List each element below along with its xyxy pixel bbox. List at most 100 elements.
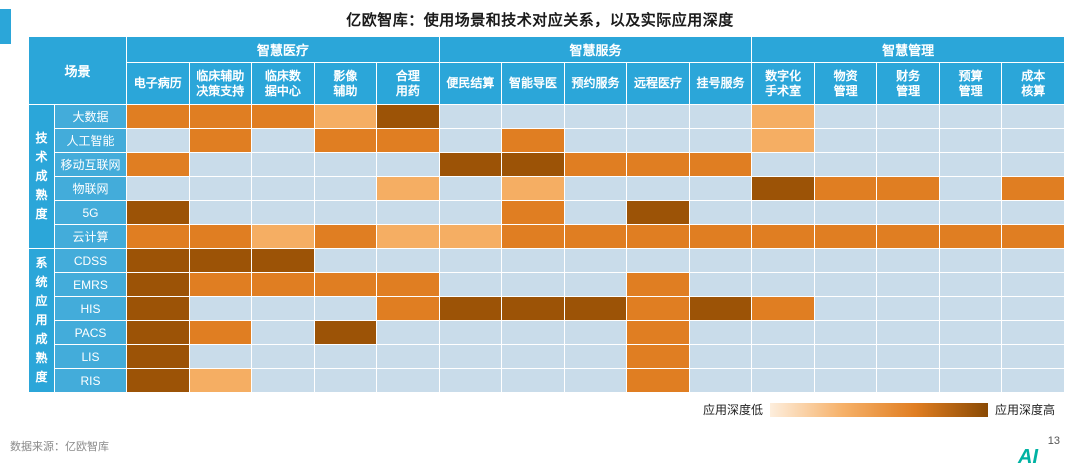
heatmap-cell xyxy=(188,152,253,177)
heatmap-cell xyxy=(626,200,690,225)
heatmap-cell xyxy=(938,104,1003,129)
heatmap-cell xyxy=(376,248,440,273)
heatmap-cell xyxy=(313,272,378,297)
heatmap-cell xyxy=(563,176,628,201)
heatmap-cell xyxy=(126,368,190,393)
heatmap-cell xyxy=(313,200,378,225)
column-header: 财务 管理 xyxy=(876,62,940,105)
page-title: 亿欧智库：使用场景和技术对应关系，以及实际应用深度 xyxy=(346,12,734,29)
heatmap-cell xyxy=(438,152,503,177)
heatmap-cell xyxy=(688,104,753,129)
heatmap-cell xyxy=(688,296,753,321)
heatmap-cell xyxy=(813,296,878,321)
heatmap-cell xyxy=(751,248,815,273)
heatmap-cell xyxy=(938,152,1003,177)
row-label: 人工智能 xyxy=(53,128,128,153)
heatmap-cell xyxy=(876,152,940,177)
heatmap-cell xyxy=(188,296,253,321)
heatmap-cell xyxy=(1001,128,1065,153)
heatmap-cell xyxy=(688,224,753,249)
heatmap-cell xyxy=(126,128,190,153)
heatmap-cell xyxy=(938,176,1003,201)
heatmap-cell xyxy=(563,104,628,129)
heatmap-cell xyxy=(1001,200,1065,225)
heatmap-cell xyxy=(626,176,690,201)
heatmap-cell xyxy=(938,368,1003,393)
heatmap-cell xyxy=(251,104,315,129)
heatmap-cell xyxy=(626,368,690,393)
heatmap-cell xyxy=(876,128,940,153)
heatmap-cell xyxy=(126,224,190,249)
heatmap-cell xyxy=(563,368,628,393)
heatmap-cell xyxy=(938,224,1003,249)
heatmap-cell xyxy=(813,128,878,153)
heatmap-cell xyxy=(313,368,378,393)
heatmap-cell xyxy=(251,152,315,177)
heatmap-cell xyxy=(1001,344,1065,369)
column-header: 临床数 据中心 xyxy=(251,62,315,105)
heatmap-cell xyxy=(188,248,253,273)
heatmap-cell xyxy=(876,176,940,201)
column-header: 临床辅助 决策支持 xyxy=(188,62,253,105)
heatmap-cell xyxy=(563,320,628,345)
heatmap-cell xyxy=(626,152,690,177)
heatmap-cell xyxy=(751,320,815,345)
heatmap-cell xyxy=(438,176,503,201)
heatmap-cell xyxy=(751,224,815,249)
legend-gradient-bar xyxy=(769,402,988,417)
legend-low-label: 应用深度低 xyxy=(702,403,763,417)
column-header: 电子病历 xyxy=(126,62,190,105)
heatmap-cell xyxy=(501,320,565,345)
heatmap-cell xyxy=(313,344,378,369)
heatmap-cell xyxy=(501,200,565,225)
heatmap-cell xyxy=(438,296,503,321)
heatmap-cell xyxy=(376,176,440,201)
heatmap-cell xyxy=(751,344,815,369)
heatmap-cell xyxy=(876,224,940,249)
column-group-header: 智慧医疗 xyxy=(126,36,440,63)
row-label: EMRS xyxy=(53,272,128,297)
heatmap-cell xyxy=(126,272,190,297)
heatmap-cell xyxy=(188,104,253,129)
heatmap-cell xyxy=(251,344,315,369)
heatmap-cell xyxy=(938,272,1003,297)
heatmap-cell xyxy=(126,152,190,177)
heatmap-cell xyxy=(438,320,503,345)
heatmap-cell xyxy=(751,128,815,153)
heatmap-cell xyxy=(1001,296,1065,321)
heatmap-cell xyxy=(188,224,253,249)
heatmap-cell xyxy=(751,104,815,129)
heatmap-cell xyxy=(251,176,315,201)
heatmap-cell xyxy=(501,296,565,321)
brand-logo: AI xyxy=(1018,446,1038,468)
heatmap-cell xyxy=(126,104,190,129)
heatmap-cell xyxy=(251,248,315,273)
heatmap-cell xyxy=(188,200,253,225)
column-group-header: 智慧管理 xyxy=(751,36,1065,63)
row-label: 大数据 xyxy=(53,104,128,129)
heatmap-cell xyxy=(376,368,440,393)
row-label: HIS xyxy=(53,296,128,321)
row-group-label: 技术成熟度 xyxy=(28,104,55,249)
heatmap-cell xyxy=(188,368,253,393)
heatmap-cell xyxy=(563,152,628,177)
column-header: 挂号服务 xyxy=(688,62,753,105)
heatmap-cell xyxy=(626,224,690,249)
heatmap-cell xyxy=(876,248,940,273)
column-header: 预约服务 xyxy=(563,62,628,105)
heatmap-cell xyxy=(501,272,565,297)
heatmap-cell xyxy=(938,296,1003,321)
data-source-note: 数据来源：亿欧智库 xyxy=(10,441,109,453)
heatmap-cell xyxy=(1001,104,1065,129)
heatmap-cell xyxy=(876,320,940,345)
heatmap-cell xyxy=(876,344,940,369)
heatmap-cell xyxy=(251,296,315,321)
heatmap-cell xyxy=(438,200,503,225)
heatmap-cell xyxy=(126,320,190,345)
heatmap-cell xyxy=(501,344,565,369)
heatmap-cell xyxy=(938,248,1003,273)
heatmap-cell xyxy=(1001,368,1065,393)
heatmap-cell xyxy=(688,200,753,225)
heatmap-cell xyxy=(876,104,940,129)
heatmap-cell xyxy=(376,320,440,345)
